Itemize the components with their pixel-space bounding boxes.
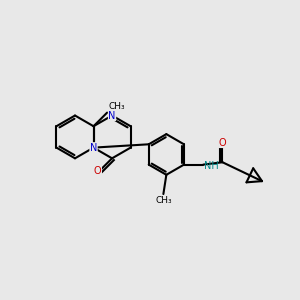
Text: N: N	[90, 142, 97, 153]
Text: CH₃: CH₃	[109, 102, 125, 111]
Text: O: O	[94, 166, 101, 176]
Text: O: O	[219, 138, 226, 148]
Text: N: N	[108, 110, 116, 121]
Text: CH₃: CH₃	[155, 196, 172, 205]
Text: NH: NH	[204, 161, 219, 171]
